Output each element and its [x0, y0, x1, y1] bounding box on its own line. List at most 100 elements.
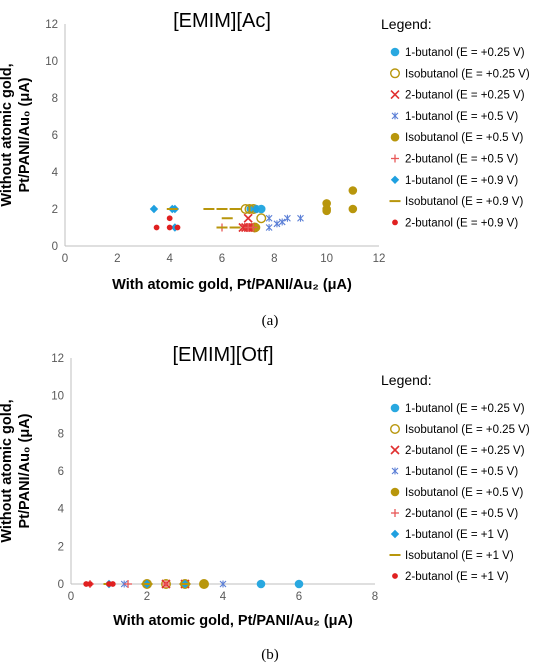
- y-axis-ticks: 0 2 4 6 8 10 12: [45, 19, 58, 253]
- data-point: [256, 204, 266, 214]
- svg-text:Without atomic gold,: Without atomic gold,: [0, 399, 15, 542]
- legend-entry: 1-butanol (E = +1 V): [405, 529, 509, 541]
- data-point: [160, 578, 171, 589]
- data-point: [166, 224, 173, 231]
- data-point: [278, 218, 286, 226]
- data-point: [162, 580, 170, 588]
- data-point: [256, 213, 267, 224]
- legend-entry: 2-butanol (E = +0.9 V): [405, 217, 518, 229]
- chart-title: [EMIM][Ac]: [173, 10, 271, 32]
- data-point: [166, 215, 173, 222]
- legend-marker: [391, 509, 399, 517]
- x-axis-ticks: 0 2 4 6 8: [68, 591, 378, 603]
- y-tick-label: 2: [58, 541, 64, 553]
- x-tick-label: 8: [271, 253, 277, 265]
- data-point: [240, 203, 251, 214]
- legend-marker: [390, 487, 400, 497]
- y-tick-label: 10: [45, 56, 58, 68]
- data-point: [273, 220, 281, 228]
- x-tick-label: 2: [144, 591, 150, 603]
- x-axis-label: With atomic gold, Pt/PANI/Au₂ (μA): [113, 613, 353, 629]
- data-point: [294, 579, 304, 589]
- legend-entry: 1-butanol (E = +0.9 V): [405, 175, 518, 187]
- data-points: [149, 186, 358, 233]
- data-point: [153, 224, 160, 231]
- data-point: [199, 579, 209, 589]
- data-point: [297, 214, 304, 222]
- x-tick-label: 6: [219, 253, 225, 265]
- x-axis-ticks: 0 2 4 6 8 10 12: [62, 253, 386, 265]
- svg-text:Pt/PANI/Au₀ (μA): Pt/PANI/Au₀ (μA): [17, 413, 33, 528]
- x-tick-label: 4: [166, 253, 173, 265]
- legend-entry: Isobutanol (E = +0.25 V): [405, 424, 530, 436]
- svg-text:Without atomic gold,: Without atomic gold,: [0, 63, 15, 206]
- data-points: [83, 578, 304, 589]
- data-point: [265, 214, 273, 222]
- data-point: [87, 581, 93, 587]
- legend-entry: Isobutanol (E = +0.5 V): [405, 132, 523, 144]
- legend-marker: [392, 219, 398, 226]
- y-tick-label: 6: [52, 130, 58, 142]
- data-point: [348, 186, 358, 195]
- legend-entry: 2-butanol (E = +0.5 V): [405, 508, 518, 520]
- legend-entry: 1-butanol (E = +0.5 V): [405, 111, 518, 123]
- legend-marker: [390, 175, 400, 184]
- x-tick-label: 2: [114, 253, 120, 265]
- scatter-chart-a: [EMIM][Ac] 0 2 4 6 8 10 12 0 2 4 6 8 10 12 With atomic …: [0, 10, 530, 329]
- data-point: [322, 199, 331, 208]
- x-tick-label: 0: [62, 253, 68, 265]
- legend-entry: 1-butanol (E = +0.25 V): [405, 403, 525, 415]
- legend: 1-butanol (E = +0.25 V) Isobutanol (E = +…: [389, 403, 530, 583]
- data-point: [174, 224, 181, 231]
- data-point: [251, 204, 261, 214]
- data-point: [243, 213, 253, 223]
- legend-entry: 1-butanol (E = +0.25 V): [405, 47, 525, 59]
- legend-entry: 1-butanol (E = +0.5 V): [405, 466, 518, 478]
- y-axis-label: Without atomic gold, Pt/PANI/Au₀ (μA): [0, 63, 33, 206]
- chart-title: [EMIM][Otf]: [172, 344, 273, 366]
- legend-marker: [390, 529, 400, 539]
- x-tick-label: 4: [220, 591, 227, 603]
- legend-marker: [390, 423, 401, 434]
- x-tick-label: 12: [373, 253, 386, 265]
- data-point: [348, 204, 358, 214]
- scatter-chart-b: [EMIM][Otf] 0 2 4 6 8 10 12 0 2 4 6 8 With atomic gol…: [0, 344, 530, 663]
- legend-entry: Isobutanol (E = +0.9 V): [405, 196, 523, 208]
- legend-marker: [390, 403, 400, 413]
- y-axis-ticks: 0 2 4 6 8 10 12: [51, 353, 64, 591]
- data-point: [124, 580, 132, 588]
- x-tick-label: 10: [320, 253, 333, 265]
- x-tick-label: 8: [372, 591, 378, 603]
- data-point: [249, 223, 258, 232]
- legend-marker: [391, 467, 399, 475]
- panel-caption: (a): [262, 313, 279, 329]
- legend-marker: [390, 47, 400, 57]
- legend-entry: Isobutanol (E = +1 V): [405, 550, 514, 562]
- data-point: [106, 581, 112, 587]
- x-tick-label: 6: [296, 591, 302, 603]
- y-tick-label: 8: [52, 93, 58, 105]
- legend-marker: [390, 445, 400, 455]
- svg-text:Pt/PANI/Au₀ (μA): Pt/PANI/Au₀ (μA): [17, 77, 33, 192]
- y-tick-label: 4: [52, 167, 59, 179]
- legend-entry: 2-butanol (E = +0.25 V): [405, 90, 525, 102]
- y-tick-label: 12: [51, 353, 64, 365]
- chart-panel-b: [EMIM][Otf] 0 2 4 6 8 10 12 0 2 4 6 8 With atomic gol…: [0, 334, 550, 668]
- x-tick-label: 0: [68, 591, 74, 603]
- y-tick-label: 8: [58, 428, 64, 440]
- legend: 1-butanol (E = +0.25 V) Isobutanol (E = +…: [389, 47, 530, 229]
- legend-title: Legend:: [381, 372, 432, 388]
- legend-entry: 2-butanol (E = +0.5 V): [405, 154, 518, 166]
- y-tick-label: 6: [58, 466, 64, 478]
- legend-marker: [390, 90, 400, 100]
- legend-marker: [390, 68, 401, 79]
- y-tick-label: 2: [52, 204, 58, 216]
- data-point: [219, 580, 227, 588]
- data-point: [256, 579, 266, 589]
- y-tick-label: 10: [51, 391, 64, 403]
- legend-marker: [390, 132, 400, 142]
- panel-caption: (b): [261, 647, 279, 663]
- y-tick-label: 12: [45, 19, 58, 31]
- y-tick-label: 4: [58, 504, 65, 516]
- data-point: [149, 204, 159, 214]
